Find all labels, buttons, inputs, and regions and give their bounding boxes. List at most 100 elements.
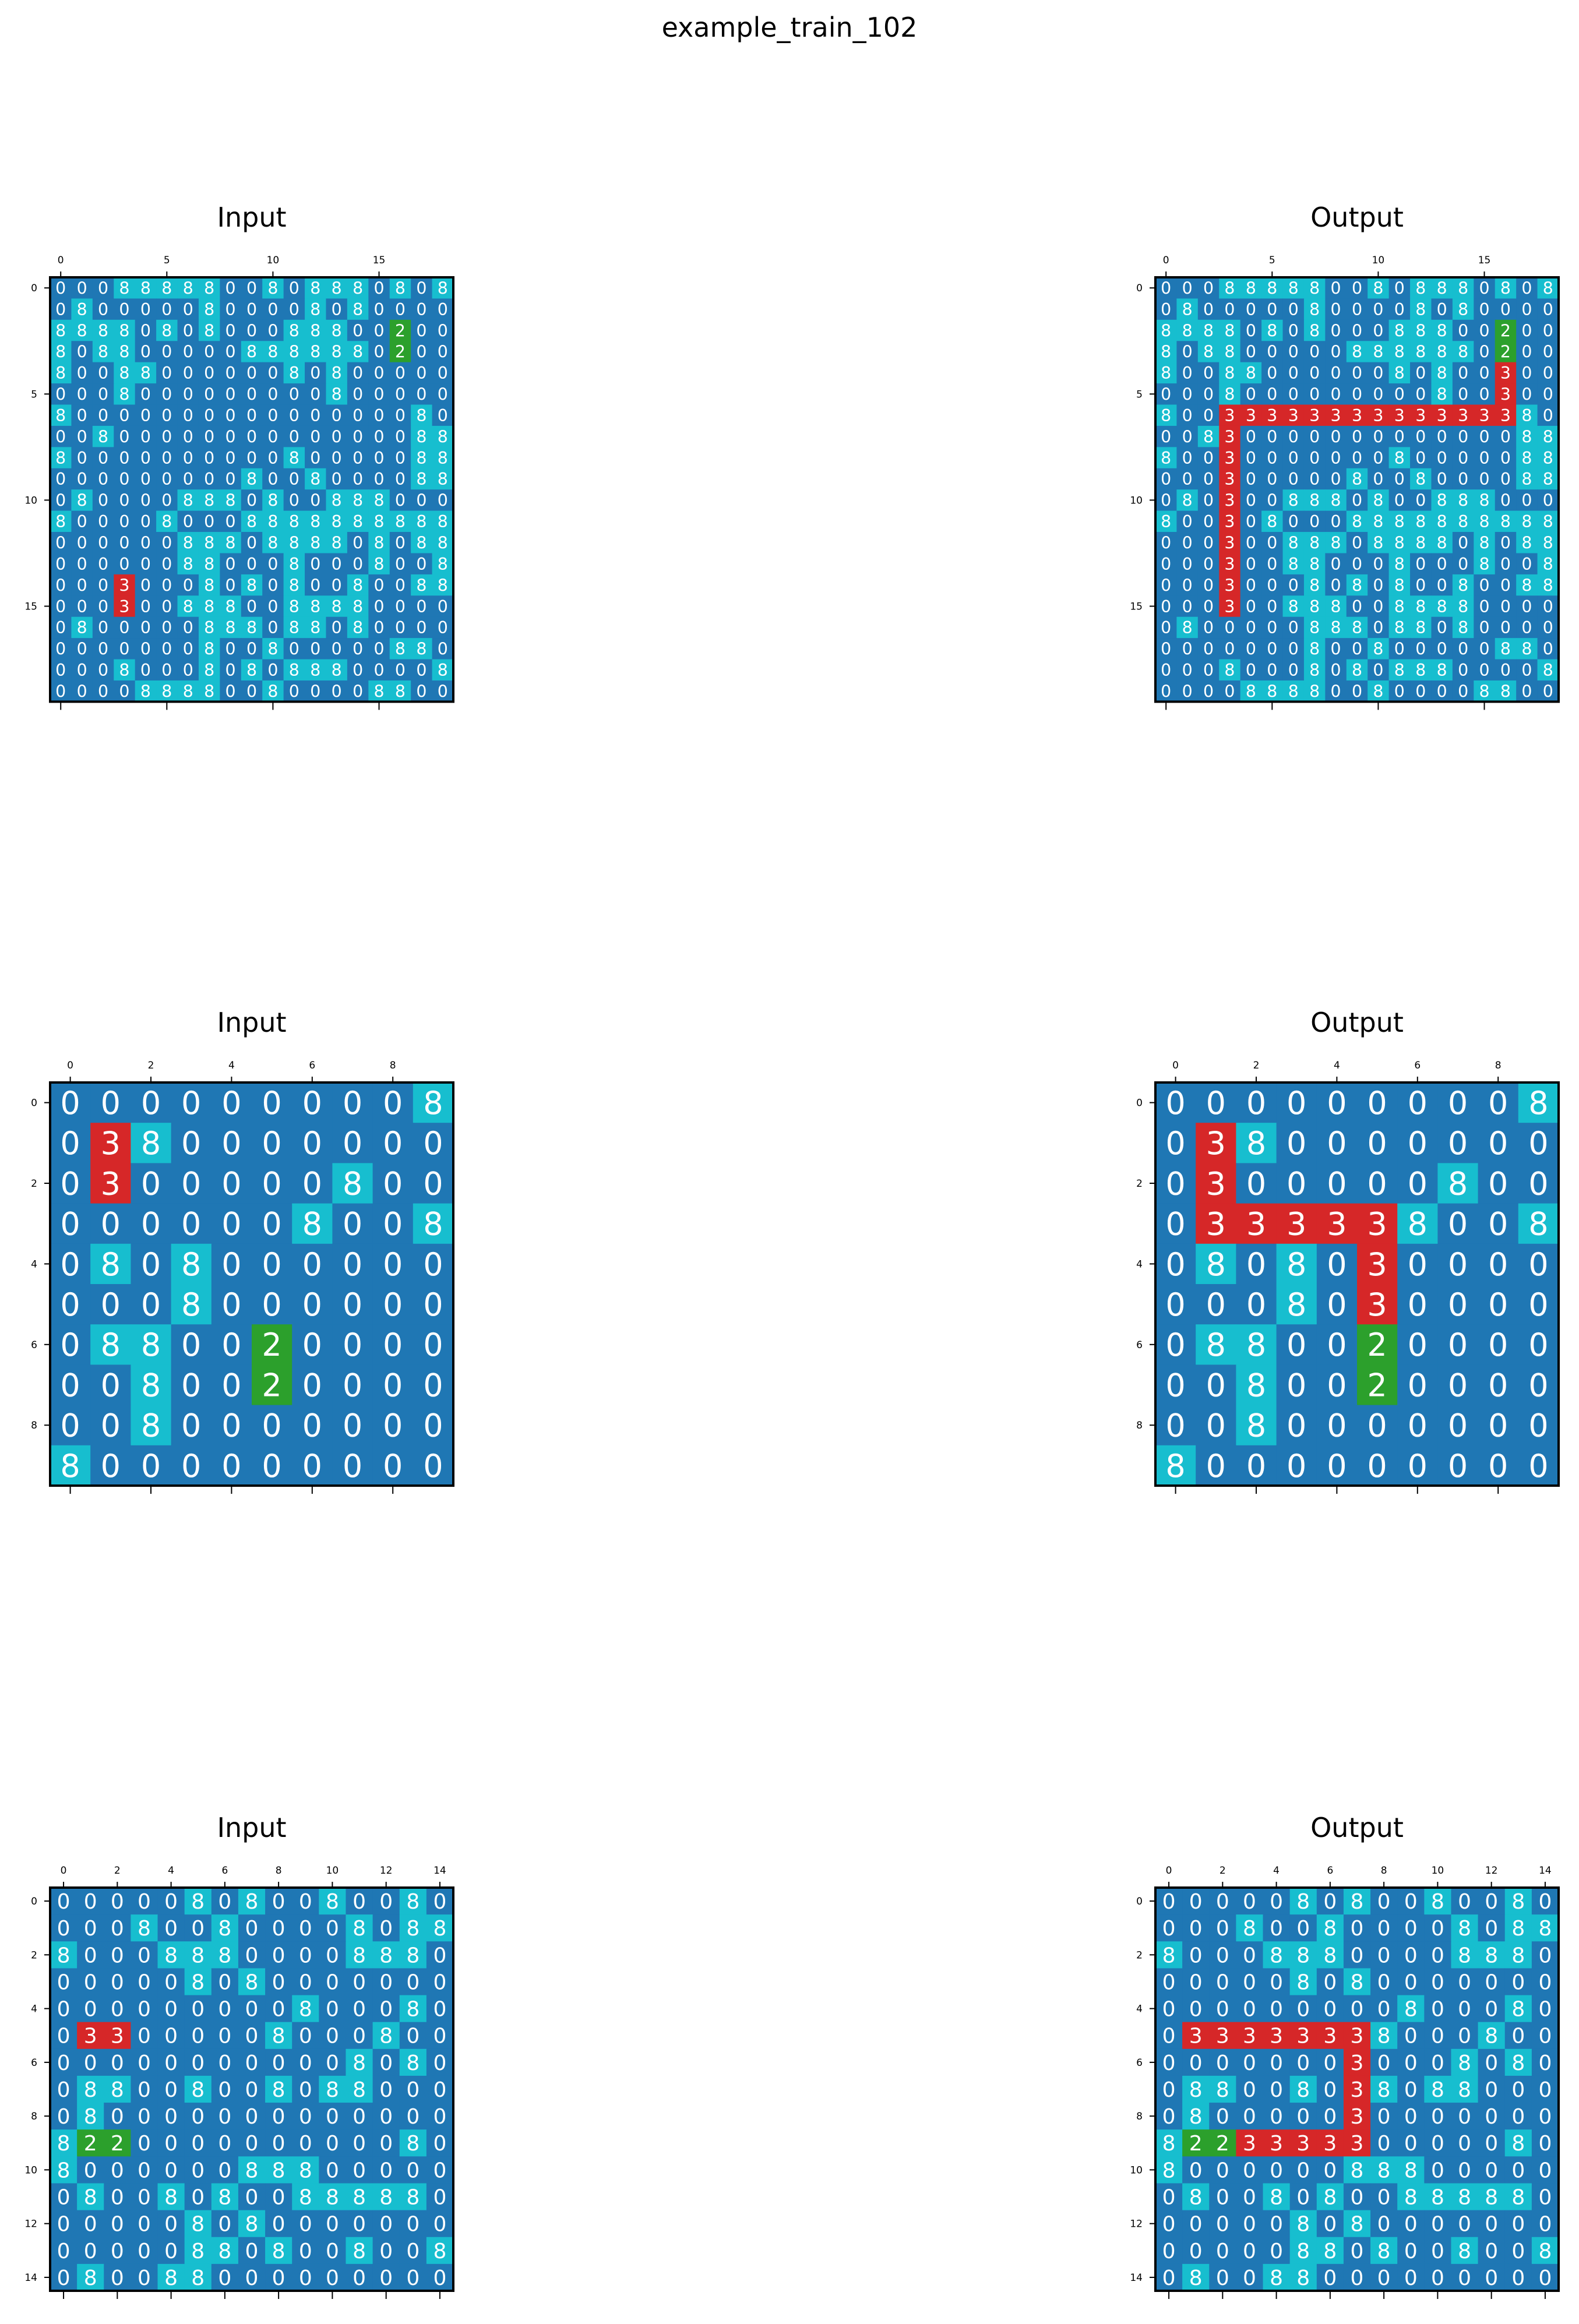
- cell-value: 0: [225, 661, 236, 680]
- cell-value: 0: [181, 1448, 201, 1484]
- cell-value: 8: [1288, 278, 1299, 298]
- cell-value: 0: [1162, 2240, 1176, 2263]
- cell-value: 0: [1415, 385, 1426, 404]
- cell-value: 8: [77, 491, 87, 510]
- cell-value: 0: [326, 2025, 339, 2048]
- cell-value: 0: [1543, 640, 1553, 659]
- cell-value: 3: [1351, 2078, 1364, 2102]
- cell-value: 8: [84, 2105, 97, 2129]
- cell-value: 8: [1267, 512, 1277, 531]
- cell-value: 0: [353, 321, 363, 340]
- cell-value: 0: [1162, 2078, 1176, 2102]
- cell-value: 8: [55, 512, 66, 531]
- cell-value: 0: [1165, 1246, 1185, 1283]
- cell-value: 0: [138, 1998, 151, 2022]
- cell-value: 8: [55, 364, 66, 383]
- cell-value: 0: [1327, 1165, 1347, 1202]
- grid-cell: [326, 298, 348, 320]
- cell-value: 3: [119, 576, 129, 595]
- cell-value: 8: [119, 278, 129, 298]
- cell-value: 0: [183, 470, 193, 489]
- y-tick-label: 5: [1136, 389, 1143, 400]
- cell-value: 8: [1511, 2051, 1525, 2075]
- cell-value: 2: [84, 2132, 97, 2156]
- cell-value: 0: [343, 1125, 362, 1162]
- cell-value: 0: [1431, 2213, 1444, 2237]
- cell-value: 8: [161, 278, 172, 298]
- cell-value: 0: [183, 364, 193, 383]
- cell-value: 0: [164, 1917, 178, 1941]
- cell-value: 8: [1394, 512, 1405, 531]
- cell-value: 0: [1431, 2025, 1444, 2048]
- cell-value: 0: [272, 2213, 286, 2237]
- cell-value: 3: [1373, 406, 1383, 425]
- cell-value: 0: [1206, 1286, 1226, 1323]
- cell-value: 8: [379, 2025, 393, 2048]
- figure-title: example_train_102: [661, 12, 918, 43]
- cell-value: 3: [1437, 406, 1447, 425]
- cell-value: 8: [332, 321, 342, 340]
- cell-value: 3: [1189, 2025, 1203, 2048]
- cell-value: 0: [1165, 1286, 1185, 1323]
- cell-value: 2: [262, 1327, 281, 1363]
- cell-value: 0: [218, 1890, 231, 1914]
- y-tick-label: 4: [1136, 2004, 1143, 2015]
- cell-value: 0: [433, 1944, 446, 1967]
- grid-cell: [220, 298, 242, 320]
- cell-value: 0: [1323, 2159, 1337, 2182]
- cell-value: 0: [1216, 2159, 1229, 2182]
- cell-value: 8: [326, 2185, 339, 2209]
- cell-value: 0: [183, 512, 193, 531]
- cell-value: 0: [395, 364, 406, 383]
- cell-value: 0: [262, 1125, 281, 1162]
- grid-cell: [135, 298, 157, 320]
- x-tick-label: 10: [1372, 255, 1385, 266]
- cell-value: 0: [138, 2213, 151, 2237]
- cell-value: 3: [1394, 406, 1405, 425]
- x-tick-label: 0: [1163, 255, 1169, 266]
- cell-value: 0: [379, 1890, 393, 1914]
- cell-value: 0: [1327, 1327, 1347, 1363]
- cell-value: 0: [1206, 1367, 1226, 1403]
- cell-value: 0: [1203, 385, 1214, 404]
- cell-value: 0: [1162, 2025, 1176, 2048]
- cell-value: 0: [98, 618, 108, 637]
- cell-value: 0: [1243, 2240, 1256, 2263]
- cell-value: 3: [1224, 555, 1235, 574]
- cell-value: 8: [204, 682, 214, 701]
- cell-value: 0: [1458, 385, 1468, 404]
- cell-value: 0: [1331, 385, 1341, 404]
- cell-value: 0: [267, 576, 278, 595]
- cell-value: 0: [1458, 2213, 1471, 2237]
- cell-value: 8: [1394, 449, 1405, 468]
- cell-value: 0: [1165, 1085, 1185, 1122]
- cell-value: 0: [1161, 618, 1171, 637]
- cell-value: 0: [395, 491, 406, 510]
- cell-value: 0: [1331, 470, 1341, 489]
- cell-value: 8: [1415, 533, 1426, 552]
- x-tick-label: 6: [1414, 1060, 1421, 1071]
- cell-value: 0: [1538, 2159, 1552, 2182]
- grid-cell: [283, 383, 305, 405]
- output-panel-title: Output: [1310, 202, 1404, 233]
- cell-value: 0: [406, 2213, 420, 2237]
- cell-value: 8: [1521, 449, 1532, 468]
- cell-value: 8: [141, 1327, 161, 1363]
- cell-value: 0: [267, 618, 278, 637]
- cell-value: 0: [262, 1286, 281, 1323]
- cell-value: 0: [1485, 2105, 1498, 2129]
- cell-value: 8: [1377, 2078, 1391, 2102]
- cell-value: 8: [267, 682, 278, 701]
- cell-value: 8: [1296, 1944, 1310, 1967]
- grid-cell: [177, 277, 199, 299]
- cell-value: 8: [1296, 2266, 1310, 2290]
- cell-value: 8: [183, 682, 193, 701]
- cell-value: 8: [272, 2078, 286, 2102]
- grid-cell: [347, 277, 369, 299]
- cell-value: 0: [326, 1998, 339, 2022]
- cell-value: 3: [1323, 2132, 1337, 2156]
- cell-value: 8: [416, 470, 427, 489]
- grid-cell: [389, 362, 411, 384]
- cell-value: 3: [101, 1125, 121, 1162]
- cell-value: 8: [1458, 491, 1468, 510]
